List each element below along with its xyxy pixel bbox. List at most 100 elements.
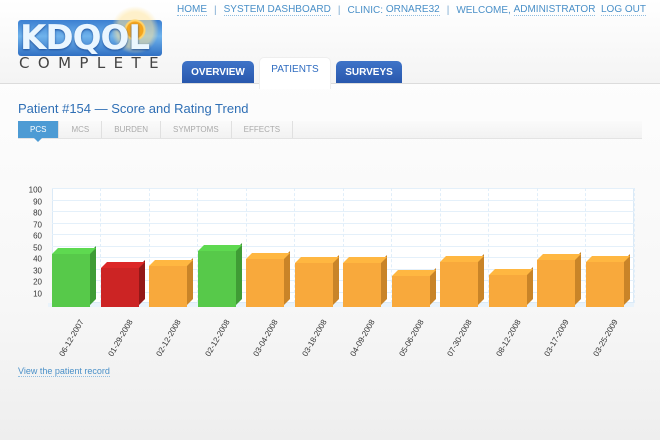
- chart-bar[interactable]: [391, 267, 436, 307]
- x-tick-label: 02-12-2008: [154, 318, 183, 358]
- chart-bar[interactable]: [343, 255, 387, 307]
- subtab-burden[interactable]: BURDEN: [102, 121, 162, 138]
- nav-separator: |: [214, 4, 217, 16]
- x-tick-label: 08-12-2008: [493, 318, 523, 358]
- y-tick-label: 80: [33, 208, 42, 218]
- bar-side: [284, 250, 290, 305]
- x-tick-label: 06-12-2007: [57, 318, 86, 358]
- vertical-gridline: [391, 188, 392, 303]
- bar-front: [52, 254, 90, 307]
- subtab-pcs[interactable]: PCS: [18, 121, 60, 142]
- header: KDQOL COMPLETE HOME | SYSTEM DASHBOARD |…: [0, 0, 660, 89]
- bar-top: [294, 257, 339, 264]
- chart-bar[interactable]: [294, 255, 339, 307]
- chart-bar[interactable]: [246, 250, 290, 307]
- x-tick-label: 01-29-2008: [105, 318, 135, 358]
- bar-front: [343, 263, 381, 307]
- logo-subtitle: COMPLETE: [19, 54, 167, 72]
- vertical-gridline: [148, 188, 150, 303]
- y-tick-label: 40: [33, 254, 42, 264]
- x-tick-label: 05-06-2008: [396, 318, 426, 358]
- bar-top: [246, 252, 290, 259]
- chart-bar[interactable]: [149, 257, 193, 307]
- y-tick-label: 30: [33, 266, 42, 275]
- bar-front: [149, 265, 187, 307]
- y-tick-label: 60: [33, 231, 42, 241]
- plot-area: [48, 188, 635, 307]
- bar-top: [52, 248, 96, 255]
- logout-link[interactable]: LOG OUT: [600, 4, 646, 16]
- bar-front: [391, 275, 430, 307]
- bar-top: [149, 259, 193, 266]
- vertical-gridline: [342, 188, 344, 303]
- bar-top: [585, 256, 630, 263]
- x-tick-label: 03-25-2009: [590, 318, 620, 358]
- y-tick-label: 70: [33, 220, 42, 229]
- vertical-gridline: [245, 188, 247, 303]
- x-tick-label: 04-09-2008: [348, 318, 377, 358]
- tab-surveys[interactable]: SURVEYS: [336, 61, 402, 83]
- logo-letters: KDQOL: [20, 18, 150, 58]
- nav-separator: |: [337, 4, 341, 16]
- vertical-gridline: [488, 188, 489, 303]
- subtab-effects[interactable]: EFFECTS: [232, 121, 294, 138]
- bar-top: [343, 257, 387, 264]
- bar-front: [246, 258, 284, 307]
- y-tick-label: 90: [33, 197, 42, 206]
- chart-bar[interactable]: [100, 259, 145, 307]
- y-axis-labels: 10 20 30 40 50 60 70 80 90 100: [18, 180, 42, 310]
- nav-separator: |: [446, 4, 450, 16]
- bar-side: [332, 255, 339, 305]
- vertical-gridline: [585, 188, 586, 303]
- bar-top: [197, 244, 242, 251]
- chart-bar[interactable]: [440, 254, 484, 307]
- x-tick-label: 02-12-2008: [202, 318, 232, 358]
- vertical-gridline: [536, 188, 538, 303]
- chart-bar[interactable]: [537, 251, 581, 307]
- bar-front: [197, 250, 236, 307]
- chart-bar[interactable]: [488, 266, 533, 307]
- tab-overview[interactable]: OVERVIEW: [182, 61, 254, 83]
- bar-top: [440, 256, 484, 263]
- subtab-mcs[interactable]: MCS: [59, 121, 103, 138]
- x-tick-label: 03-04-2008: [251, 318, 280, 358]
- user-link[interactable]: ADMINISTRATOR: [513, 4, 596, 16]
- bar-side: [235, 242, 242, 305]
- view-patient-record-link[interactable]: View the patient record: [18, 366, 110, 377]
- bar-front: [294, 263, 333, 307]
- vertical-gridline: [100, 188, 101, 303]
- clinic-link[interactable]: ORNARE32: [385, 4, 440, 16]
- welcome-label: WELCOME,: [456, 4, 511, 16]
- vertical-gridline: [197, 188, 198, 303]
- vertical-gridline: [294, 188, 295, 303]
- chart-bar[interactable]: [585, 254, 630, 307]
- bar-side: [90, 246, 96, 305]
- sun-icon: [111, 6, 159, 54]
- chart-bar[interactable]: [197, 242, 242, 307]
- bar-side: [575, 251, 581, 305]
- tab-patients[interactable]: PATIENTS: [259, 57, 331, 89]
- y-tick-label: 10: [33, 289, 42, 298]
- bar-front: [100, 267, 139, 307]
- vertical-gridline: [439, 188, 441, 303]
- bar-side: [381, 255, 387, 305]
- bar-front: [488, 274, 527, 307]
- clinic-label: CLINIC:: [347, 4, 384, 16]
- score-bar-chart: 10 20 30 40 50 60 70 80 90 100 06-12-2007 01-29-20…: [0, 180, 660, 370]
- bar-top: [537, 253, 581, 260]
- x-tick-label: 07-30-2008: [445, 318, 474, 358]
- kdqol-logo[interactable]: KDQOL COMPLETE: [16, 6, 166, 76]
- vertical-gridline: [633, 188, 635, 303]
- y-tick-label: 50: [33, 243, 42, 252]
- page-title: Patient #154 — Score and Rating Trend: [18, 101, 249, 116]
- plot-floor: [48, 303, 634, 307]
- main-tabs: OVERVIEW PATIENTS SURVEYS: [182, 57, 407, 89]
- y-tick-label: 100: [28, 185, 42, 195]
- home-link[interactable]: HOME: [177, 4, 207, 16]
- x-tick-label: 03-17-2009: [542, 318, 571, 358]
- chart-bar[interactable]: [52, 246, 96, 307]
- subtab-symptoms[interactable]: SYMPTOMS: [161, 121, 232, 138]
- system-dashboard-link[interactable]: SYSTEM DASHBOARD: [223, 4, 331, 16]
- x-tick-label: 03-18-2008: [299, 318, 329, 358]
- bar-front: [537, 259, 575, 307]
